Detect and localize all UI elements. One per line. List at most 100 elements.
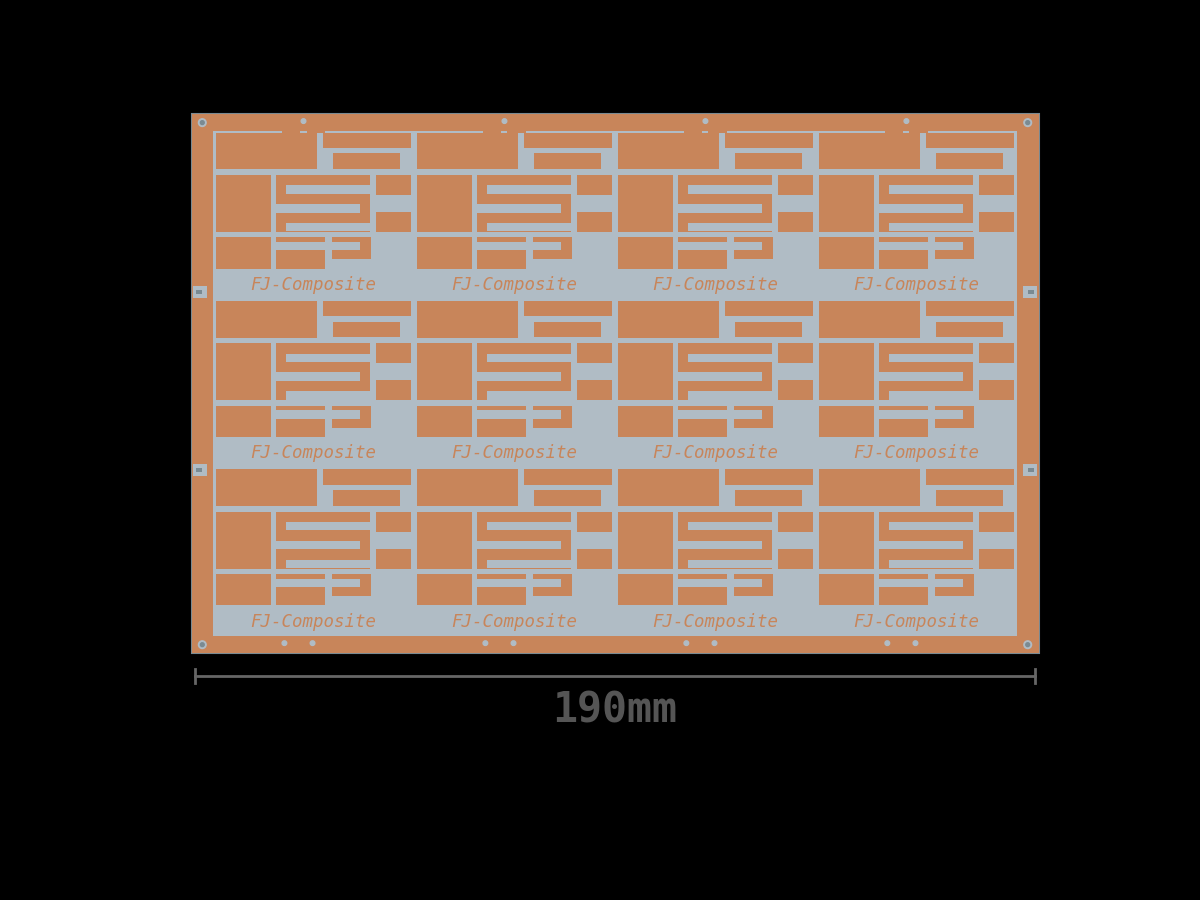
Bar — [820, 511, 874, 569]
Bar — [979, 175, 1014, 194]
Bar — [487, 185, 571, 193]
Bar — [925, 301, 1014, 317]
Bar — [820, 343, 874, 400]
Bar — [979, 549, 1014, 569]
Bar — [287, 560, 371, 568]
Text: FJ-Composite: FJ-Composite — [251, 445, 377, 463]
Bar — [478, 204, 562, 212]
Bar — [878, 579, 964, 587]
Bar — [376, 175, 410, 194]
Bar — [676, 116, 736, 127]
Bar — [778, 175, 812, 194]
Bar — [524, 470, 612, 485]
Bar — [418, 238, 472, 269]
Bar — [618, 406, 673, 437]
Bar — [618, 511, 673, 569]
Text: FJ-Composite: FJ-Composite — [653, 275, 779, 293]
Bar — [979, 343, 1014, 363]
Bar — [478, 579, 562, 587]
Bar — [820, 406, 874, 437]
Bar — [936, 322, 1003, 338]
Circle shape — [913, 641, 918, 645]
Bar — [487, 354, 571, 362]
Bar — [577, 549, 612, 569]
Bar — [618, 574, 673, 606]
Bar — [820, 132, 920, 169]
Bar — [878, 410, 964, 419]
Bar — [306, 127, 324, 132]
Bar — [886, 127, 904, 132]
Bar — [474, 116, 535, 127]
Bar — [216, 238, 271, 269]
Bar — [734, 574, 773, 596]
Bar — [282, 127, 300, 132]
Bar — [487, 392, 571, 400]
Circle shape — [502, 119, 506, 123]
Bar — [878, 238, 928, 269]
Bar — [736, 491, 803, 506]
Bar — [418, 406, 472, 437]
Bar — [725, 132, 812, 148]
Bar — [689, 354, 773, 362]
Circle shape — [200, 121, 204, 124]
Bar — [534, 322, 601, 338]
Text: FJ-Composite: FJ-Composite — [251, 275, 377, 293]
Circle shape — [301, 119, 306, 123]
Bar — [725, 301, 812, 317]
Text: FJ-Composite: FJ-Composite — [853, 613, 979, 631]
Bar — [678, 511, 773, 569]
Bar — [274, 116, 334, 127]
Bar — [678, 406, 727, 437]
Bar — [778, 381, 812, 400]
Bar — [618, 132, 719, 169]
Bar — [778, 212, 812, 232]
Bar — [276, 343, 371, 400]
Bar — [778, 549, 812, 569]
Bar — [684, 127, 702, 132]
Bar — [979, 381, 1014, 400]
Bar — [478, 175, 571, 232]
Circle shape — [198, 641, 206, 649]
Bar — [935, 406, 974, 428]
Bar — [678, 574, 727, 606]
Bar — [678, 175, 773, 232]
Bar — [665, 638, 736, 649]
Circle shape — [282, 641, 287, 645]
Bar — [478, 238, 526, 269]
Bar — [533, 574, 572, 596]
Bar — [689, 223, 773, 231]
Bar — [678, 343, 773, 400]
Bar — [216, 470, 318, 506]
Text: FJ-Composite: FJ-Composite — [451, 445, 577, 463]
Bar — [487, 560, 571, 568]
Bar — [192, 114, 1038, 131]
Bar — [487, 223, 571, 231]
Bar — [464, 638, 535, 649]
Bar — [524, 301, 612, 317]
Bar — [936, 154, 1003, 169]
Bar — [276, 238, 325, 269]
Bar — [678, 242, 762, 250]
Bar — [878, 242, 964, 250]
Text: FJ-Composite: FJ-Composite — [451, 275, 577, 293]
Bar — [577, 212, 612, 232]
Circle shape — [904, 119, 908, 123]
Bar — [736, 154, 803, 169]
Bar — [1024, 464, 1037, 476]
Bar — [276, 574, 325, 606]
Bar — [533, 238, 572, 259]
Bar — [736, 322, 803, 338]
Bar — [214, 607, 1016, 636]
Bar — [332, 406, 371, 428]
Bar — [276, 579, 360, 587]
Bar — [193, 286, 206, 298]
Bar — [192, 114, 214, 653]
Bar — [618, 343, 673, 400]
Circle shape — [1024, 641, 1032, 649]
Circle shape — [311, 641, 314, 645]
Bar — [323, 301, 410, 317]
Bar — [820, 238, 874, 269]
Circle shape — [484, 641, 487, 645]
Bar — [878, 574, 928, 606]
Text: FJ-Composite: FJ-Composite — [853, 275, 979, 293]
